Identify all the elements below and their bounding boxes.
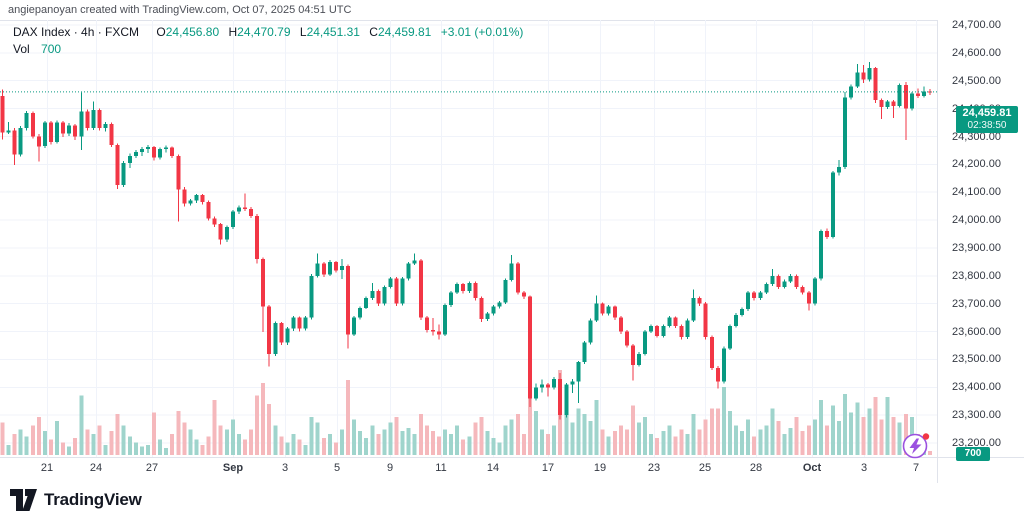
time-axis-label: 25 [698,462,712,474]
open-value: 24,456.80 [165,25,220,39]
tradingview-brand[interactable]: TradingView [10,489,142,511]
price-axis-label: 24,300.00 [952,130,1001,143]
attribution-text: angiepanoyan created with TradingView.co… [8,4,352,16]
time-axis-label: Oct [802,462,822,474]
boost-button[interactable] [901,430,931,460]
chart-legend: DAX Index · 4h · FXCM O24,456.80 H24,470… [13,25,523,56]
price-axis-label: 24,100.00 [952,186,1001,199]
time-axis-label: 9 [386,462,394,474]
price-axis-label: 23,700.00 [952,297,1001,310]
bar-countdown: 02:38:50 [967,120,1007,131]
high-value: 24,470.79 [237,25,291,39]
high-label: H [228,25,238,39]
price-axis-label: 24,000.00 [952,214,1001,227]
time-axis-label: 17 [541,462,555,474]
time-axis-label: 5 [333,462,341,474]
candles-layer [0,61,932,420]
open-label: O [156,25,166,39]
volume-axis-badge: 700 [956,447,990,461]
price-axis-label: 24,500.00 [952,74,1001,87]
price-axis[interactable]: 23,200.00 23,300.00 23,400.00 23,500.00 23,6… [938,19,1024,461]
symbol-title[interactable]: DAX Index · 4h · FXCM [13,25,140,39]
price-axis-label: 24,200.00 [952,158,1001,171]
price-axis-label: 23,500.00 [952,353,1001,366]
time-axis-label: 21 [40,462,54,474]
lightning-icon [909,438,922,454]
last-price-badge: 24,459.81 02:38:50 [956,106,1018,133]
chart-area[interactable] [0,20,1024,458]
time-axis-label: Sep [222,462,244,474]
time-axis-label: 3 [860,462,868,474]
close-label: C [369,25,378,39]
price-axis-label: 23,200.00 [952,437,1001,449]
price-axis-label: 23,600.00 [952,325,1001,338]
price-axis-label: 24,700.00 [952,19,1001,31]
time-axis-label: 14 [486,462,500,474]
time-axis-label: 11 [435,462,447,474]
price-axis-label: 24,600.00 [952,46,1001,59]
alert-dot-icon [922,433,930,440]
time-axis-label: 28 [749,462,763,474]
price-axis-label: 23,400.00 [952,381,1001,394]
time-axis[interactable]: 21 24 27 Sep 3 5 9 11 14 17 19 23 25 28 Oct 3 7 [0,458,937,483]
time-axis-label: 3 [281,462,289,474]
price-axis-label: 23,900.00 [952,241,1001,254]
time-axis-label: 7 [912,462,920,474]
close-value: 24,459.81 [377,25,432,39]
legend-row-main[interactable]: DAX Index · 4h · FXCM O24,456.80 H24,470… [13,25,523,39]
tradingview-logo-icon [10,489,37,511]
low-label: L [299,25,307,39]
axis-separator-horizontal [0,457,1024,458]
volume-layer [0,370,932,456]
time-axis-label: 24 [89,462,103,474]
low-value: 24,451.31 [306,25,360,39]
time-axis-label: 19 [593,462,607,474]
axis-separator-vertical [937,20,938,483]
grid-layer [0,20,937,457]
last-price-value: 24,459.81 [962,107,1012,119]
price-chart-canvas[interactable] [0,20,937,457]
change-value: +3.01 (+0.01%) [440,25,524,39]
time-axis-label: 27 [145,462,159,474]
price-axis-label: 23,300.00 [952,409,1001,422]
price-axis-label: 23,800.00 [952,269,1001,282]
time-axis-label: 23 [647,462,661,474]
legend-row-volume[interactable]: Vol 700 [13,42,523,56]
volume-label: Vol [13,42,30,56]
brand-name: TradingView [44,490,142,509]
volume-value: 700 [41,42,62,56]
